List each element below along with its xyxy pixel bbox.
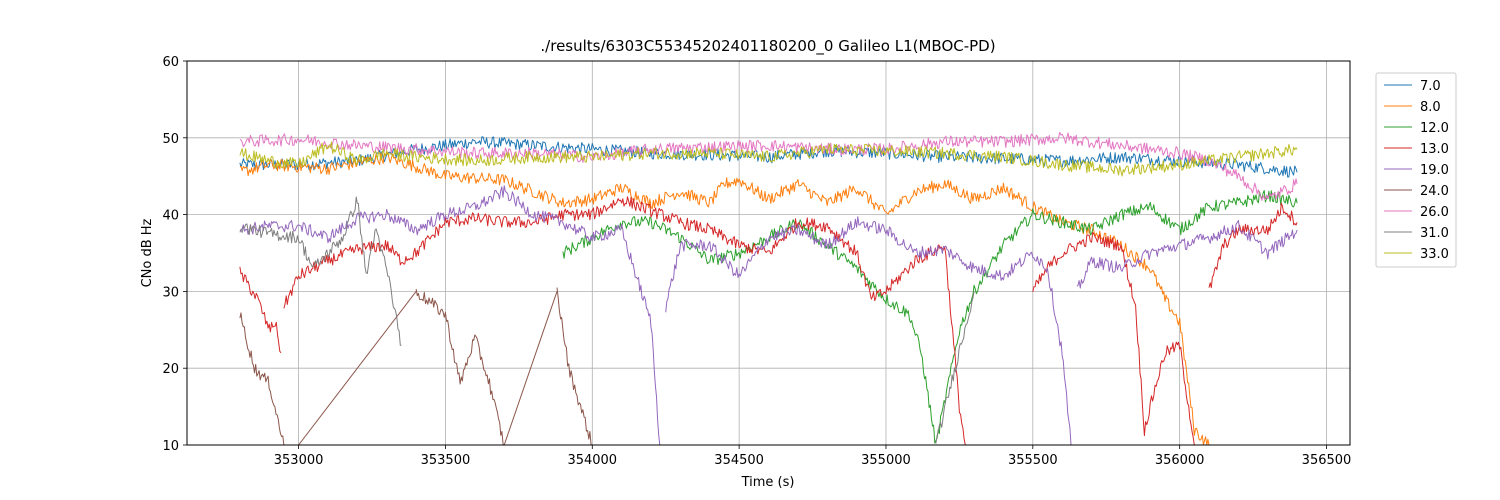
x-tick-label: 353500 [421, 453, 471, 468]
legend-label: 12.0 [1420, 121, 1449, 136]
y-tick-label: 40 [162, 209, 179, 224]
series-line [562, 190, 1298, 444]
y-tick-label: 20 [162, 362, 179, 377]
x-axis-label: Time (s) [741, 475, 795, 490]
series-line [239, 131, 1298, 201]
x-tick-label: 354000 [567, 453, 617, 468]
legend-label: 24.0 [1420, 184, 1449, 199]
x-tick-label: 353000 [274, 453, 324, 468]
y-tick-label: 60 [162, 55, 179, 70]
legend-label: 26.0 [1420, 205, 1449, 220]
series-8.0 [239, 151, 1210, 445]
series-line [239, 196, 402, 346]
x-tick-label: 355500 [1008, 453, 1058, 468]
plot-series [239, 131, 1298, 445]
y-tick-label: 10 [162, 439, 179, 454]
series-line [1208, 202, 1298, 289]
series-12.0 [562, 190, 1298, 444]
series-26.0 [239, 131, 1298, 201]
legend-label: 8.0 [1420, 100, 1441, 115]
series-line [239, 312, 285, 445]
series-line [239, 266, 282, 354]
series-33.0 [239, 141, 1298, 177]
series-line [239, 185, 661, 445]
chart-title: ./results/6303C55345202401180200_0 Galil… [540, 37, 995, 56]
legend-label: 31.0 [1420, 226, 1449, 241]
series-line [556, 287, 593, 445]
series-31.0 [239, 196, 975, 444]
series-line [1032, 231, 1195, 445]
series-line [665, 216, 1072, 445]
x-tick-label: 356000 [1155, 453, 1205, 468]
series-line [1076, 220, 1298, 289]
legend-label: 33.0 [1420, 247, 1449, 262]
series-line [503, 291, 558, 445]
series-24.0 [239, 287, 593, 445]
series-line [239, 151, 1210, 445]
x-tick-label: 356500 [1302, 453, 1352, 468]
series-line [415, 288, 505, 445]
series-line [239, 141, 1298, 177]
y-tick-label: 30 [162, 285, 179, 300]
legend: 7.0 8.0 12.0 13.0 19.0 24.0 26.0 31.0 33.0 [1375, 72, 1457, 268]
x-axis-ticks: 353000 353500 354000 354500 355000 355500 3560… [274, 445, 1352, 468]
series-13.0 [239, 196, 1298, 445]
legend-label: 7.0 [1420, 79, 1441, 94]
series-line [283, 196, 966, 445]
x-tick-label: 355000 [861, 453, 911, 468]
y-tick-label: 50 [162, 132, 179, 147]
y-axis-ticks: 10 20 30 40 50 60 [162, 55, 187, 454]
series-19.0 [239, 185, 1298, 445]
legend-box [1375, 72, 1457, 268]
y-axis-label: CNo dB Hz [140, 218, 155, 287]
legend-label: 19.0 [1420, 163, 1449, 178]
series-line [935, 291, 975, 444]
legend-label: 13.0 [1420, 142, 1449, 157]
plot-frame [186, 60, 1351, 446]
x-tick-label: 354500 [714, 453, 764, 468]
